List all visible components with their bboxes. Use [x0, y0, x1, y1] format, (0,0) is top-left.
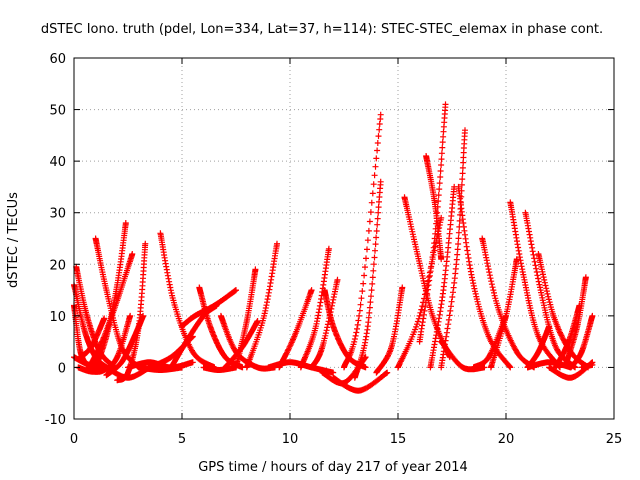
x-axis-label: GPS time / hours of day 217 of year 2014 — [198, 460, 468, 475]
plus-markers — [578, 361, 596, 371]
x-tick-label: 20 — [498, 432, 515, 447]
plus-markers — [416, 101, 449, 345]
data-arc — [373, 284, 406, 376]
plus-markers — [276, 287, 315, 371]
data-arc — [351, 178, 384, 381]
y-tick-label: 40 — [49, 155, 66, 170]
y-tick-label: 0 — [58, 361, 66, 376]
data-arc — [578, 361, 596, 371]
plus-markers — [524, 323, 553, 371]
x-tick-label: 10 — [282, 432, 299, 447]
plus-markers — [157, 230, 218, 371]
plus-markers — [297, 245, 332, 371]
x-tick-label: 5 — [178, 432, 186, 447]
data-arc — [487, 256, 520, 371]
plus-markers — [487, 256, 520, 371]
data-arc — [438, 127, 468, 371]
plus-markers — [233, 266, 259, 371]
y-tick-label: -10 — [45, 413, 66, 428]
data-points — [71, 101, 596, 394]
chart-title: dSTEC Iono. truth (pdel, Lon=334, Lat=37… — [41, 22, 603, 37]
x-tick-label: 0 — [70, 432, 78, 447]
data-arc — [341, 111, 384, 371]
plus-markers — [308, 276, 341, 371]
plus-markers — [455, 183, 514, 371]
axis-ticks: 0 5 10 15 20 25 -10 0 10 20 30 40 50 60 — [45, 52, 623, 447]
y-tick-label: 30 — [49, 207, 66, 222]
plus-markers — [92, 220, 129, 371]
y-tick-label: 60 — [49, 52, 66, 67]
data-arc — [563, 274, 589, 366]
data-arc — [567, 312, 596, 371]
plus-markers — [373, 284, 406, 376]
plus-markers — [351, 178, 384, 381]
x-tick-label: 25 — [606, 432, 623, 447]
data-arc — [243, 240, 280, 371]
plot-frame — [73, 57, 615, 420]
data-arc — [276, 287, 315, 371]
plus-markers — [438, 127, 468, 371]
data-arc — [77, 315, 108, 361]
data-arc — [524, 323, 553, 371]
plus-markers — [341, 111, 384, 371]
data-arc — [233, 266, 259, 371]
data-arc — [455, 183, 514, 371]
x-tick-label: 15 — [390, 432, 407, 447]
data-arc — [146, 333, 196, 371]
data-arc — [308, 276, 341, 371]
plus-markers — [77, 315, 108, 361]
plus-markers — [330, 369, 391, 394]
plus-markers — [243, 240, 280, 371]
plus-markers — [563, 274, 589, 366]
y-tick-label: 50 — [49, 104, 66, 119]
data-arc — [416, 101, 449, 345]
data-arc — [427, 183, 458, 371]
plus-markers — [567, 312, 596, 371]
data-arc — [92, 220, 129, 371]
y-tick-label: 20 — [49, 258, 66, 273]
data-arc — [297, 245, 332, 371]
y-tick-label: 10 — [49, 310, 66, 325]
plus-markers — [200, 364, 239, 373]
plus-markers — [146, 333, 196, 371]
data-arc — [200, 364, 239, 373]
data-arc — [157, 230, 218, 371]
plus-markers — [427, 183, 458, 371]
data-arc — [330, 369, 391, 394]
y-axis-label: dSTEC / TECUs — [6, 192, 21, 288]
